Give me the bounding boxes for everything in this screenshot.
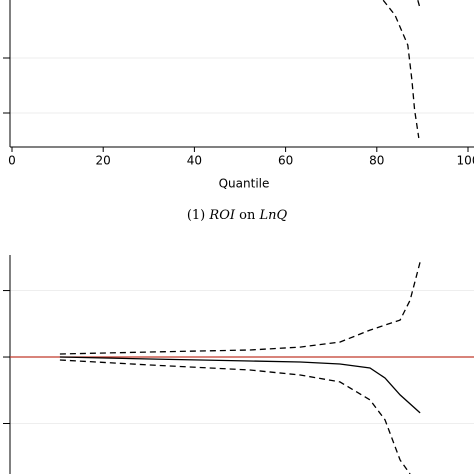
x-tick-label: 20 (96, 154, 111, 168)
x-tick-label: 0 (8, 154, 16, 168)
x-tick-label: 60 (278, 154, 293, 168)
caption: (1) ROI on LnQ (187, 208, 288, 223)
series-line (59, 261, 421, 355)
x-axis-label: Quantile (219, 177, 270, 191)
caption-var: LnQ (258, 208, 287, 223)
series-line (59, 359, 411, 474)
x-tick-label: 40 (187, 154, 202, 168)
x-tick-label: 80 (369, 154, 384, 168)
series-line (59, 356, 421, 414)
caption-word: on (239, 208, 256, 223)
series-line (417, 0, 421, 9)
caption-var: ROI (208, 208, 235, 223)
caption-number: (1) (187, 208, 205, 223)
x-tick-label: 100 (457, 154, 474, 168)
series-line (382, 0, 420, 139)
